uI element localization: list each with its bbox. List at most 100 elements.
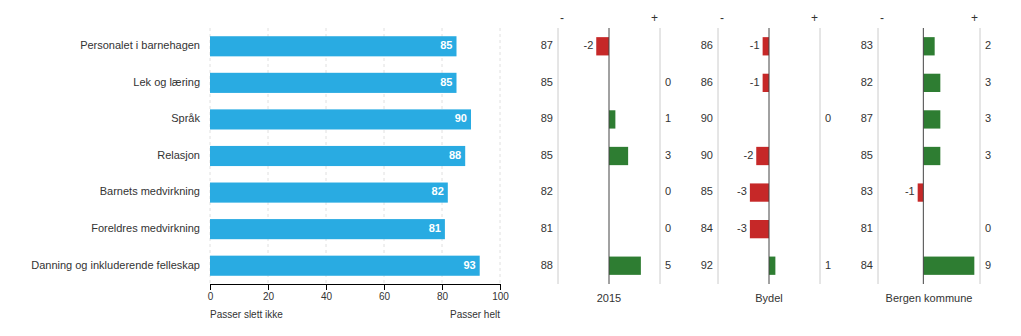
- tick-mark: [268, 284, 269, 290]
- ref-values: 83 82 87 85 83 81 84: [861, 39, 873, 270]
- data-label: 3: [985, 149, 991, 161]
- tick: 20: [263, 284, 275, 302]
- ref-value: 84: [861, 259, 873, 271]
- bar: [918, 183, 924, 201]
- deviation-panel: 87858985828188-2013005-+2015: [541, 11, 671, 304]
- category-label: Barnets medvirkning: [100, 185, 200, 197]
- ref-value: 87: [541, 39, 553, 51]
- axis-boundary: [718, 28, 719, 284]
- data-label: 85: [440, 76, 452, 88]
- data-label: 3: [985, 112, 991, 124]
- data-label: 90: [455, 112, 467, 124]
- tick: 80: [437, 284, 449, 302]
- tick-mark: [442, 284, 443, 290]
- ref-values: 86869090858492: [701, 39, 713, 270]
- data-label: -2: [583, 39, 593, 51]
- annotation: Passer slett ikke: [210, 309, 283, 320]
- annotation: +: [651, 11, 658, 25]
- tick-label: 60: [379, 291, 391, 302]
- bar: [210, 219, 445, 239]
- data-label: 1: [825, 259, 831, 271]
- ref-value: 89: [541, 112, 553, 124]
- zero-line: [923, 28, 924, 284]
- category-label: Personalet i barnehagen: [80, 39, 200, 51]
- bar: [210, 183, 448, 203]
- bar: [210, 36, 457, 56]
- data-label: 5: [665, 259, 671, 271]
- data-labels: 2333-109: [905, 39, 991, 270]
- tick-mark: [500, 284, 501, 290]
- tick: 100: [492, 284, 509, 302]
- data-labels: 85859088828193: [429, 39, 476, 270]
- ref-value: 85: [861, 149, 873, 161]
- category-labels: Personalet i barnehagenLek og læringSprå…: [31, 39, 200, 270]
- main-panel: Personalet i barnehagenLek og læringSprå…: [31, 28, 509, 320]
- data-label: 3: [665, 149, 671, 161]
- data-label: 0: [665, 185, 671, 197]
- data-label: -1: [905, 185, 915, 197]
- bar: [923, 257, 974, 275]
- data-label: 85: [440, 39, 452, 51]
- data-label: 3: [985, 76, 991, 88]
- category-label: Lek og læring: [133, 76, 200, 88]
- axis-boundary: [558, 28, 559, 284]
- data-label: -3: [737, 185, 747, 197]
- data-label: 0: [665, 222, 671, 234]
- tick-label: 0: [208, 291, 214, 302]
- deviation-panel: 838287858381842333-109-+Bergen kommune: [861, 11, 991, 304]
- tick: 60: [379, 284, 391, 302]
- ref-value: 83: [861, 39, 873, 51]
- ref-value: 85: [541, 149, 553, 161]
- category-label: Foreldres medvirkning: [91, 222, 200, 234]
- panel-title: Bydel: [755, 292, 783, 304]
- tick-mark: [384, 284, 385, 290]
- annotation: -: [560, 11, 564, 25]
- bar: [769, 257, 775, 275]
- data-label: -1: [750, 39, 760, 51]
- bar: [210, 146, 465, 166]
- data-label: 82: [432, 185, 444, 197]
- deviation-panel: 86869090858492-1-10-2-3-31-+Bydel: [701, 11, 831, 304]
- ref-value: 92: [701, 259, 713, 271]
- bar: [923, 37, 934, 55]
- ref-value: 81: [861, 222, 873, 234]
- ref-value: 86: [701, 76, 713, 88]
- annotation: -: [880, 11, 884, 25]
- data-label: -1: [750, 76, 760, 88]
- axis-boundary: [660, 28, 661, 284]
- ref-value: 85: [541, 76, 553, 88]
- category-label: Danning og inkluderende felleskap: [31, 259, 200, 271]
- ref-value: 90: [701, 112, 713, 124]
- ref-value: 87: [861, 112, 873, 124]
- tick-label: 100: [492, 291, 509, 302]
- ref-value: 82: [541, 185, 553, 197]
- bar: [609, 147, 628, 165]
- panel-title: 2015: [597, 292, 621, 304]
- zero-line: [769, 28, 770, 284]
- tick-mark: [210, 284, 211, 290]
- axis-line: [211, 285, 501, 291]
- tick-label: 80: [437, 291, 449, 302]
- bars: [750, 37, 776, 275]
- annotation: +: [971, 11, 978, 25]
- data-label: 93: [463, 259, 475, 271]
- ref-value: 86: [701, 39, 713, 51]
- ref-value: 82: [861, 76, 873, 88]
- ref-values: 87 85 89 85 82 81 88: [541, 39, 553, 270]
- x-axis: 0 20 40 60 80 100: [208, 284, 510, 302]
- annotation: +: [811, 11, 818, 25]
- bar: [763, 37, 769, 55]
- data-label: 88: [449, 149, 461, 161]
- data-labels: -1-10-2-3-31: [737, 39, 831, 270]
- tick: 40: [321, 284, 333, 302]
- axis-boundary: [878, 28, 879, 284]
- bar: [923, 110, 940, 128]
- bar: [210, 256, 480, 276]
- ref-value: 81: [541, 222, 553, 234]
- ref-value: 88: [541, 259, 553, 271]
- bar: [609, 110, 615, 128]
- zero-line: [609, 28, 610, 284]
- bar: [923, 74, 940, 92]
- ref-value: 90: [701, 149, 713, 161]
- ref-value: 83: [861, 185, 873, 197]
